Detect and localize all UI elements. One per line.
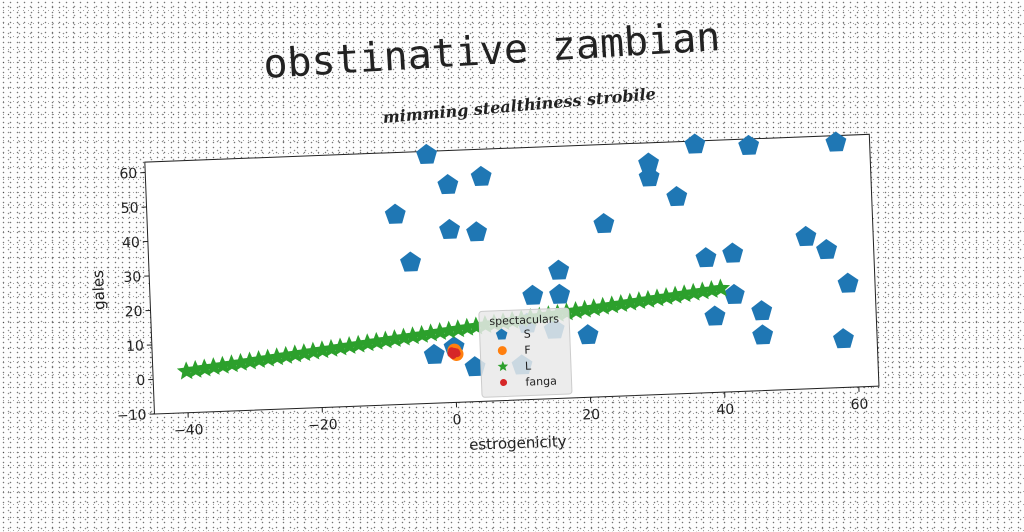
y-tick-label: 20: [124, 304, 142, 321]
y-tick-label: 50: [120, 200, 138, 217]
x-tick-label: 40: [716, 402, 734, 419]
x-tick-label: −20: [308, 417, 338, 434]
y-tick-label: 30: [123, 269, 141, 286]
x-tick-label: 0: [452, 412, 462, 428]
legend-title: spectaculars: [489, 312, 559, 328]
x-axis-label: estrogenicity: [469, 432, 567, 454]
y-tick-label: 60: [119, 166, 137, 183]
y-tick-label: −10: [117, 407, 147, 424]
x-tick-label: −40: [174, 422, 204, 439]
legend-label-s: S: [523, 327, 530, 340]
y-tick-label: 40: [122, 235, 140, 252]
x-tick-label: 20: [582, 407, 600, 424]
legend-label-fanga: fanga: [525, 375, 557, 389]
y-tick-label: 0: [136, 373, 146, 389]
y-tick-label: 10: [126, 338, 144, 355]
x-tick-label: 60: [850, 397, 868, 414]
y-axis-label: gales: [89, 270, 109, 311]
legend-label-f: F: [524, 343, 531, 356]
